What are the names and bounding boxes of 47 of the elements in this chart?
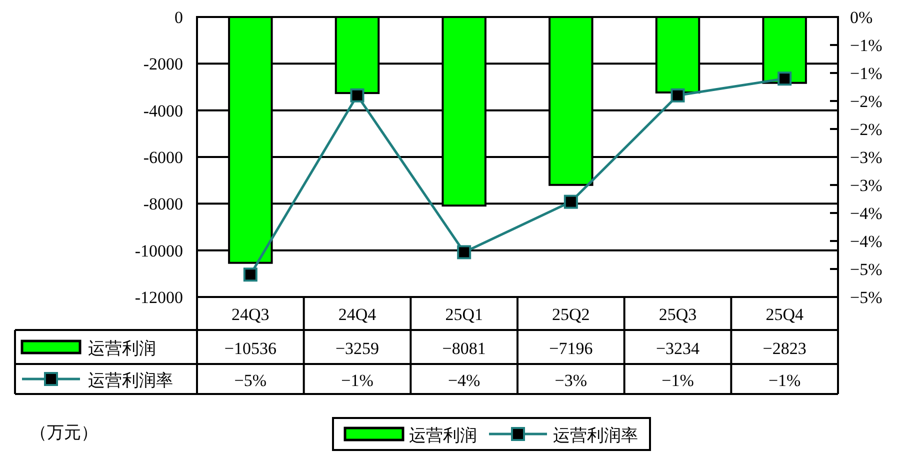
y-tick-label: -2000 xyxy=(143,54,183,74)
x-tick-label: 25Q1 xyxy=(445,305,483,324)
y-tick-label: -8000 xyxy=(143,194,183,214)
data-label: −1% xyxy=(662,371,694,390)
data-label: −3259 xyxy=(335,339,380,358)
x-tick-label: 25Q2 xyxy=(552,305,590,324)
x-tick-label: 25Q3 xyxy=(658,305,697,324)
legend-label: 运营利润率 xyxy=(88,371,173,390)
x-tick-label: 24Q4 xyxy=(338,305,377,324)
point xyxy=(457,245,472,260)
y2-tick-label: −5% xyxy=(850,260,882,279)
text: 运营利润 xyxy=(409,426,477,445)
point xyxy=(778,72,792,86)
x-tick-label: 24Q3 xyxy=(232,305,270,324)
y-tick-label: 0 xyxy=(174,8,183,27)
data-label: −2823 xyxy=(762,339,806,358)
y2-tick-label: −1% xyxy=(850,36,882,55)
y-tick-label: -10000 xyxy=(134,241,183,260)
x-tick-label: 25Q4 xyxy=(766,305,804,324)
text: 运营利润率 xyxy=(553,426,638,445)
point xyxy=(670,88,685,102)
y2-tick-label: −3% xyxy=(850,148,882,167)
y-tick-label: -6000 xyxy=(143,148,183,167)
y2-tick-label: −4% xyxy=(850,232,882,251)
y2-tick-label: −4% xyxy=(850,204,882,223)
y2-tick-label: −3% xyxy=(850,176,882,195)
y2-tick-label: −1% xyxy=(850,64,882,83)
data-label: −3% xyxy=(554,371,588,390)
y-tick-label: -12000 xyxy=(134,288,183,307)
data-label: −10536 xyxy=(224,339,276,358)
y-tick-label: -4000 xyxy=(143,101,183,120)
y2-tick-label: 0% xyxy=(850,8,873,27)
text: （万元） xyxy=(30,423,98,442)
y2-tick-label: −5% xyxy=(850,288,882,307)
data-label: −4% xyxy=(448,371,480,390)
y2-tick-label: −2% xyxy=(850,120,882,139)
legend-label: 运营利润 xyxy=(88,339,156,358)
point xyxy=(564,194,578,209)
point xyxy=(350,88,364,102)
data-label: −7196 xyxy=(549,339,593,358)
y2-tick-label: −2% xyxy=(850,92,882,111)
data-label: −3234 xyxy=(656,339,700,358)
data-label: −8081 xyxy=(442,339,486,358)
point xyxy=(243,268,258,282)
data-label: −5% xyxy=(234,371,267,390)
data-label: −1% xyxy=(768,371,801,390)
data-label: −1% xyxy=(341,371,374,390)
